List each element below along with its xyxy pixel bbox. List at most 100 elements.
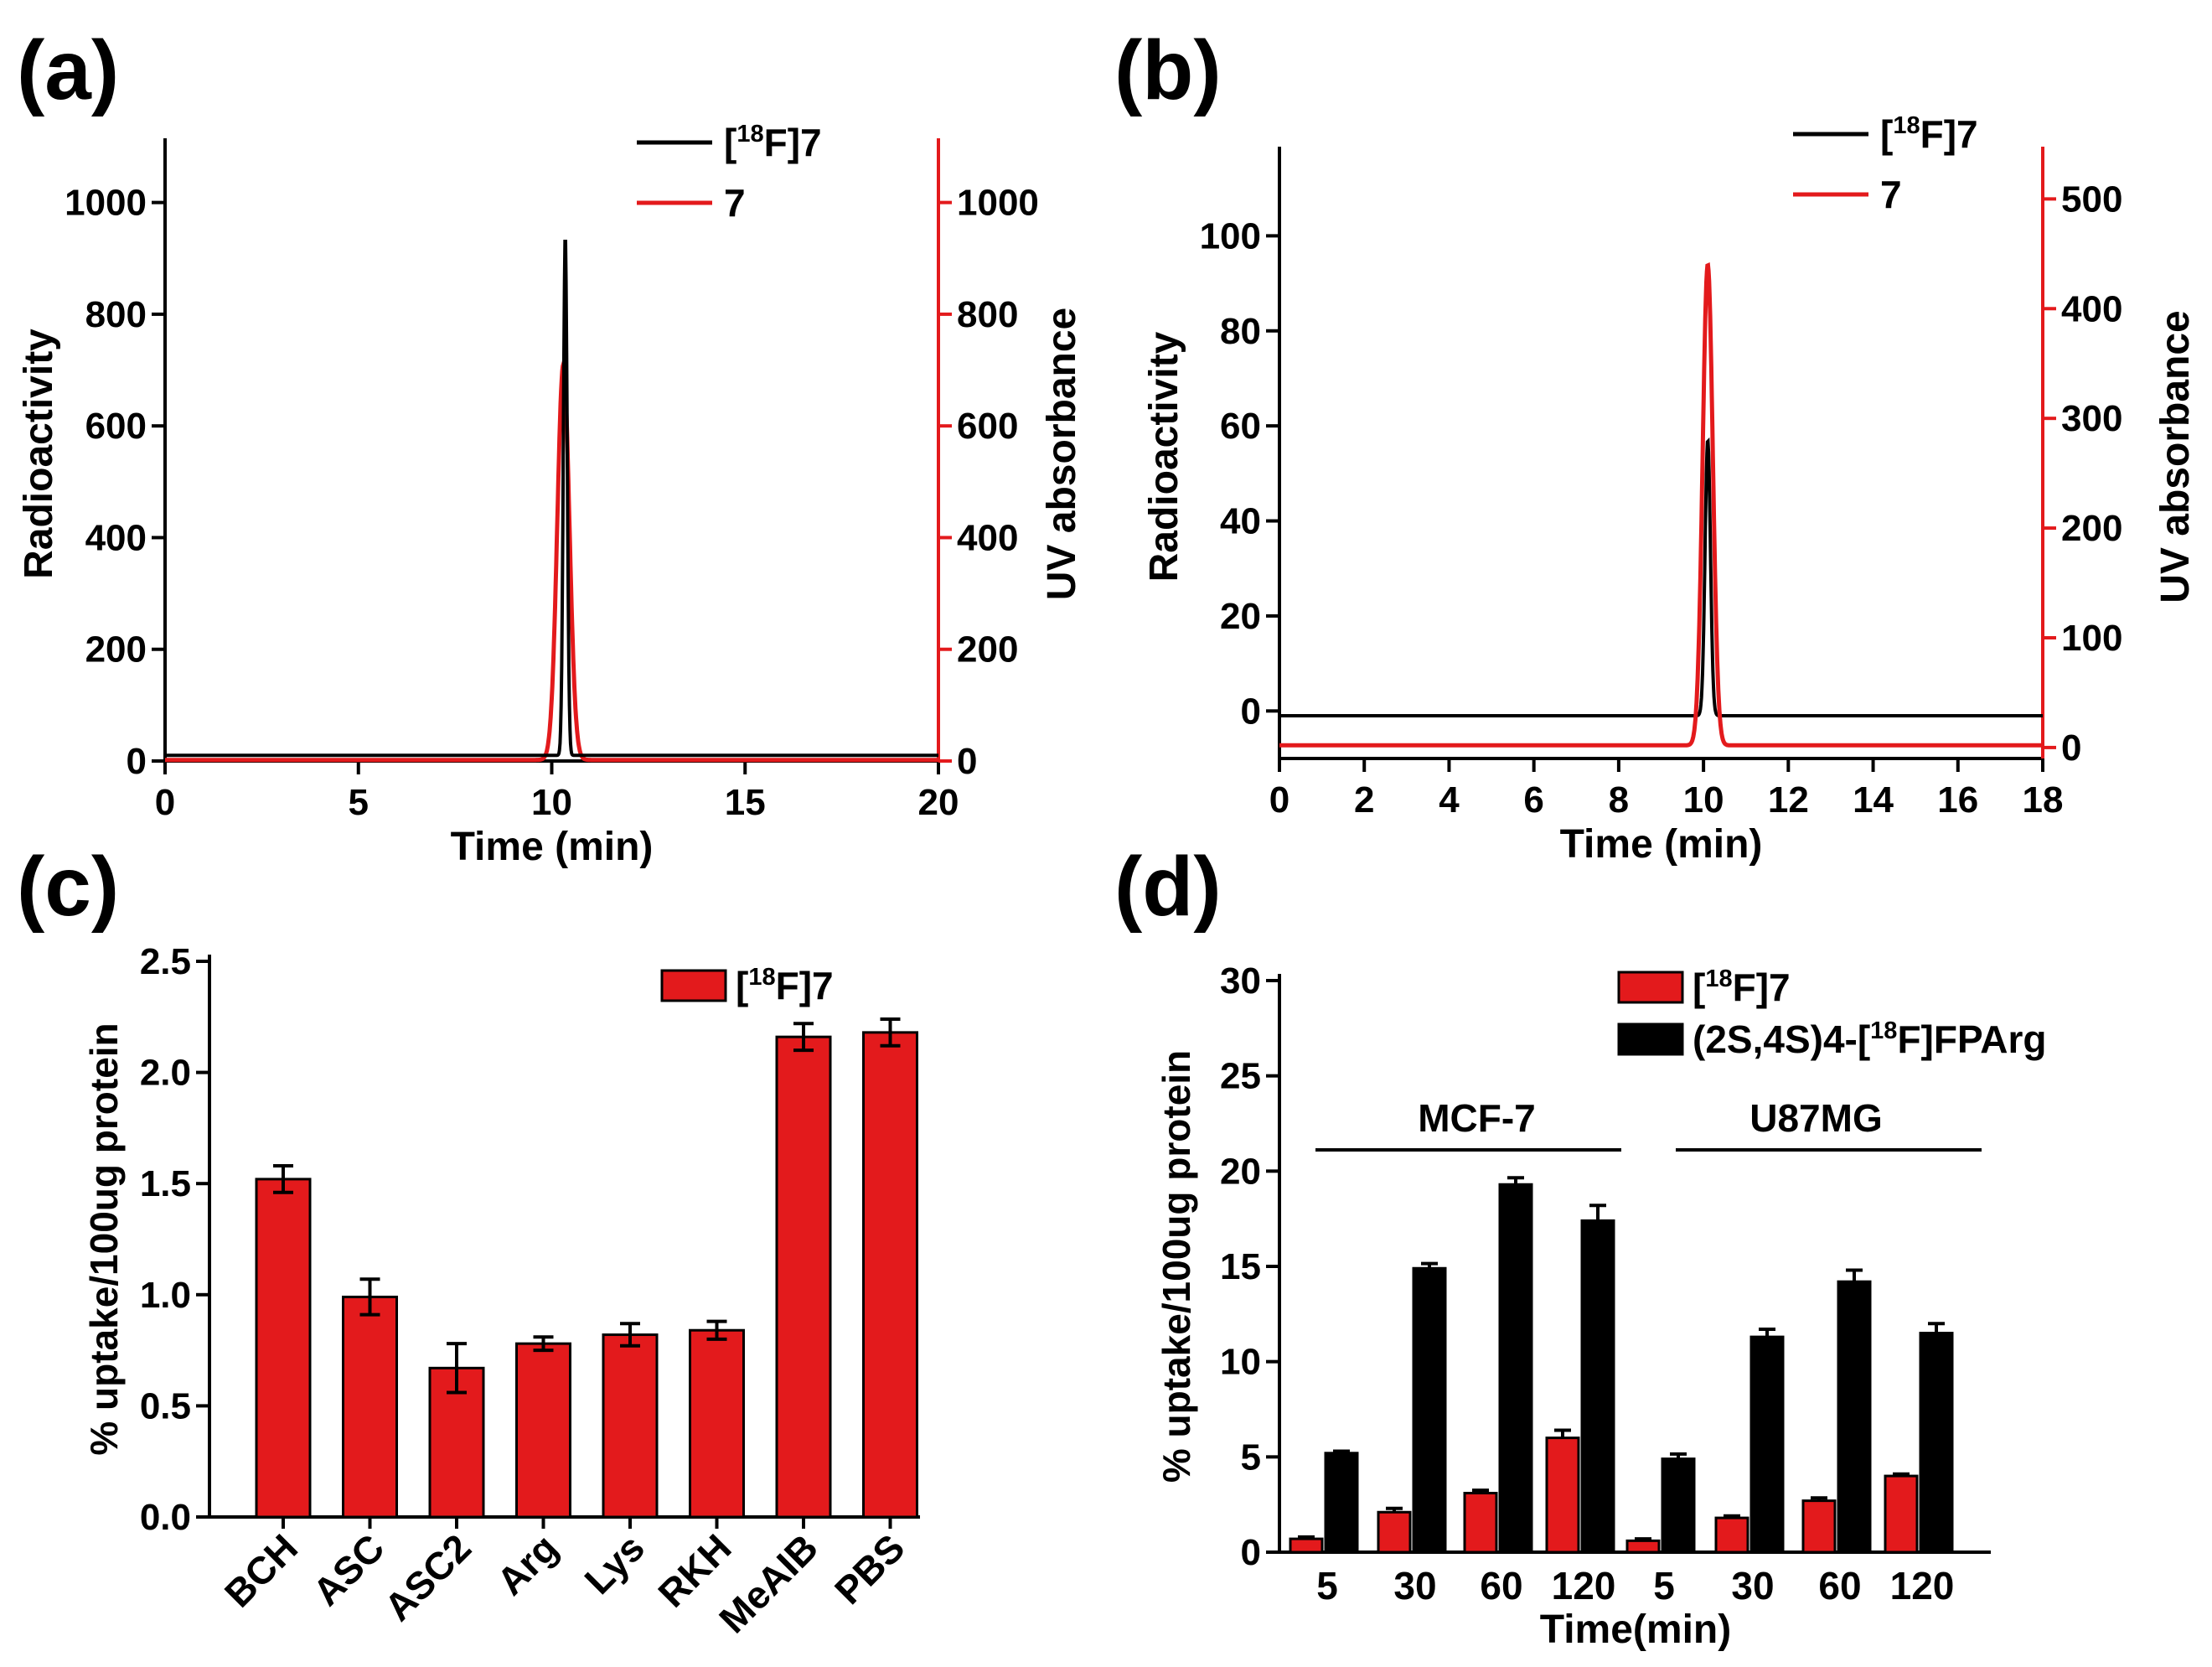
x-tick-label: Arg [488,1525,566,1603]
legend-swatch [660,969,727,1002]
y-tick-label-right: 400 [2061,288,2122,329]
x-tick-label: Lys [576,1525,653,1602]
y-tick-label: 0.5 [140,1385,191,1426]
x-tick-label: PBS [826,1525,913,1613]
x-tick-label: 8 [1609,779,1629,821]
legend-label: 7 [724,181,746,225]
x-tick-label: 10 [1683,779,1724,821]
bar [775,1035,832,1519]
x-tick-label: 0 [155,782,175,823]
x-tick-label: 5 [1316,1564,1338,1607]
bar [342,1295,398,1519]
bar [1377,1510,1412,1554]
series-line [1279,261,2043,748]
bar [515,1342,571,1519]
x-tick-label: 14 [1853,779,1894,821]
y-tick-label: 20 [1220,1151,1261,1192]
y-tick-label-left: 1000 [65,183,147,224]
series-line [1279,437,2043,717]
x-axis-label: Time(min) [1540,1607,1731,1652]
bar [1324,1452,1359,1554]
y-tick-label: 5 [1241,1437,1261,1478]
x-tick-label: 60 [1480,1564,1522,1607]
y-tick-label-right: 1000 [957,183,1039,224]
bar [602,1333,659,1519]
legend-label: [18F]7 [1880,112,1978,156]
x-tick-label: 5 [349,782,369,823]
bar [1919,1332,1954,1554]
x-tick-label: 12 [1768,779,1809,821]
y-tick-label-left: 600 [85,406,147,447]
y-tick-label-left: 40 [1220,501,1261,542]
y-tick-label: 0 [1241,1532,1261,1573]
bar [1801,1499,1837,1554]
legend-swatch [1617,1022,1684,1056]
bar [1749,1335,1785,1554]
bar [1714,1516,1749,1554]
y-tick-label: 1.0 [140,1275,191,1316]
y-tick-label-right: 200 [2061,508,2122,549]
y-tick-label-left: 0 [1241,691,1261,732]
x-tick-label: 10 [531,782,572,823]
legend-label: 7 [1880,173,1902,216]
y-tick-label: 2.5 [140,941,191,982]
y-tick-label-right: 200 [957,629,1018,670]
y-axis-label-right: UV absorbance [1040,308,1084,600]
y-tick-label-right: 400 [957,517,1018,558]
bar [1463,1492,1498,1554]
bar [1837,1280,1872,1554]
legend-swatch [1617,971,1684,1004]
y-tick-label-right: 800 [957,294,1018,335]
y-axis-label: % uptake/100ug protein [1155,1050,1198,1483]
x-tick-label: MeAIB [711,1525,826,1641]
panel-letter: (a) [17,23,119,117]
y-tick-label-left: 0 [127,741,147,782]
y-tick-label: 15 [1220,1246,1261,1287]
y-tick-label-right: 100 [2061,618,2122,659]
bar [1289,1537,1324,1554]
bar [689,1328,745,1519]
y-tick-label-right: 300 [2061,398,2122,439]
x-tick-label: 120 [1552,1564,1616,1607]
panel-letter: (d) [1114,840,1222,934]
x-tick-label: ASC2 [376,1525,480,1629]
bar [1545,1437,1580,1554]
legend-label: [18F]7 [736,964,834,1007]
x-tick-label: 20 [918,782,959,823]
legend-label: [18F]7 [724,121,822,164]
series-line [165,357,938,763]
y-tick-label-right: 0 [957,741,977,782]
group-label: U87MG [1749,1096,1882,1140]
x-tick-label: BCH [216,1525,306,1615]
y-axis-label-left: Radioactivity [17,329,61,579]
x-tick-label: 120 [1890,1564,1955,1607]
x-tick-label: 4 [1439,779,1460,821]
bar [1580,1219,1615,1554]
panel-letter: (c) [17,840,119,934]
x-tick-label: 5 [1653,1564,1675,1607]
y-tick-label-right: 500 [2061,179,2122,220]
x-tick-label: 15 [725,782,766,823]
x-tick-label: 30 [1393,1564,1436,1607]
y-tick-label: 10 [1220,1342,1261,1383]
x-tick-label: 0 [1269,779,1289,821]
bar [1498,1183,1533,1554]
x-tick-label: 30 [1731,1564,1774,1607]
y-tick-label-left: 800 [85,294,147,335]
panel-letter: (b) [1114,23,1222,117]
y-tick-label-left: 20 [1220,596,1261,637]
bar [1625,1539,1661,1554]
x-axis-label: Time (min) [1560,822,1763,867]
bar [255,1178,312,1519]
y-tick-label-left: 200 [85,629,147,670]
y-axis-label-left: Radioactivity [1142,331,1186,582]
y-tick-label: 0.0 [140,1497,191,1538]
x-tick-label: 60 [1818,1564,1861,1607]
y-tick-label-left: 400 [85,517,147,558]
legend-label: [18F]7 [1693,966,1791,1009]
y-tick-label: 2.0 [140,1053,191,1094]
legend-label: (2S,4S)4-[18F]FPArg [1693,1017,2046,1061]
bar [862,1031,918,1519]
y-tick-label: 1.5 [140,1163,191,1204]
